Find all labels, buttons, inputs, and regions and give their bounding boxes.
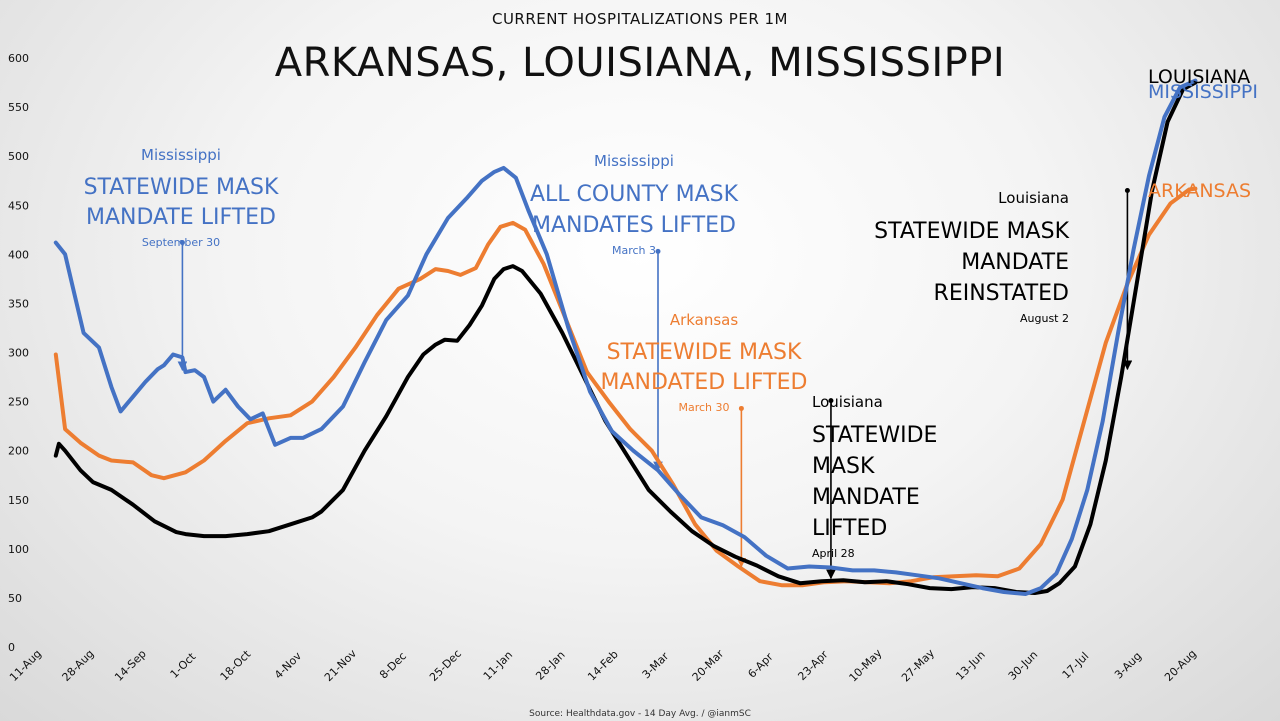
series-lines xyxy=(53,78,1198,596)
annotation-date: March 3 xyxy=(612,244,656,257)
annotation-text: MANDATED LIFTED xyxy=(601,370,808,395)
y-tick-label: 550 xyxy=(8,101,29,114)
y-tick-label: 0 xyxy=(8,641,15,654)
chart-title: ARKANSAS, LOUISIANA, MISSISSIPPI xyxy=(275,40,1005,86)
annotation-text: STATEWIDE xyxy=(812,423,937,448)
series-line-louisiana xyxy=(53,80,1198,595)
x-tick-label: 25-Dec xyxy=(427,647,464,684)
x-tick-label: 30-Jun xyxy=(1006,648,1041,683)
annotation-state: Arkansas xyxy=(670,311,739,329)
x-tick-label: 3-Mar xyxy=(640,649,672,681)
annotation-date: March 30 xyxy=(678,401,729,414)
annotation-text: MANDATE xyxy=(961,250,1069,275)
series-label-arkansas: ARKANSAS xyxy=(1148,180,1251,202)
y-tick-label: 150 xyxy=(8,494,29,507)
y-tick-label: 500 xyxy=(8,150,29,163)
x-axis: 11-Aug 28-Aug 14-Sep 1-Oct 18-Oct 4-Nov 21-Nov… xyxy=(7,646,1199,684)
annotation-state: Mississippi xyxy=(594,152,674,170)
annotation: Louisiana STATEWIDE MASK MANDATE REINSTATED… xyxy=(874,188,1133,371)
annotation: Mississippi ALL COUNTY MASK MANDATES LIFTE… xyxy=(530,152,739,472)
annotation-state: Louisiana xyxy=(812,393,883,411)
x-tick-label: 3-Aug xyxy=(1112,650,1144,682)
annotations: Mississippi STATEWIDE MASK MANDATE LIFTED S… xyxy=(84,146,1133,580)
x-tick-label: 27-May xyxy=(899,646,937,684)
annotation-state: Mississippi xyxy=(141,146,221,164)
y-tick-label: 250 xyxy=(8,396,29,409)
y-tick-label: 50 xyxy=(8,592,22,605)
y-tick-label: 350 xyxy=(8,297,29,310)
annotation-text: STATEWIDE MASK xyxy=(874,219,1069,244)
series-label-louisiana: LOUISIANA xyxy=(1148,66,1250,88)
x-tick-label: 14-Feb xyxy=(585,648,621,684)
y-tick-label: 400 xyxy=(8,248,29,261)
x-tick-label: 21-Nov xyxy=(322,647,359,684)
annotation-text: STATEWIDE MASK xyxy=(607,340,802,365)
x-tick-label: 17-Jul xyxy=(1060,650,1092,682)
annotation-text: LIFTED xyxy=(812,516,887,541)
chart-subtitle: CURRENT HOSPITALIZATIONS PER 1M xyxy=(492,10,788,28)
y-tick-label: 600 xyxy=(8,52,29,65)
annotation-text: REINSTATED xyxy=(934,281,1069,306)
x-tick-label: 10-May xyxy=(847,646,885,684)
annotation-text: MASK xyxy=(812,454,875,479)
y-axis: 0 50 100 150 200 250 300 350 400 450 500 550 600 xyxy=(8,52,29,654)
y-tick-label: 450 xyxy=(8,199,29,212)
y-tick-label: 300 xyxy=(8,347,29,360)
annotation-text: ALL COUNTY MASK xyxy=(530,182,739,207)
y-tick-label: 200 xyxy=(8,445,29,458)
y-tick-label: 100 xyxy=(8,543,29,556)
x-tick-label: 13-Jun xyxy=(953,648,988,683)
x-tick-label: 8-Dec xyxy=(377,650,409,682)
x-tick-label: 4-Nov xyxy=(272,649,304,681)
series-line-mississippi xyxy=(53,78,1198,596)
annotation-text: MANDATES LIFTED xyxy=(532,213,736,238)
x-tick-label: 28-Jan xyxy=(533,648,567,682)
annotation-text: STATEWIDE MASK xyxy=(84,175,279,200)
x-tick-label: 11-Jan xyxy=(481,648,515,682)
series-label-mississippi: MISSISSIPPI xyxy=(1148,81,1258,103)
x-tick-label: 14-Sep xyxy=(112,647,149,684)
x-tick-label: 20-Aug xyxy=(1162,647,1199,684)
x-tick-label: 18-Oct xyxy=(218,647,254,683)
annotation-text: MANDATE xyxy=(812,485,920,510)
source-note: Source: Healthdata.gov - 14 Day Avg. / @… xyxy=(529,709,751,719)
annotation: Louisiana STATEWIDE MASK MANDATE LIFTED April… xyxy=(812,393,937,580)
x-tick-label: 6-Apr xyxy=(745,650,776,681)
x-tick-label: 1-Oct xyxy=(168,650,199,681)
x-tick-label: 20-Mar xyxy=(690,647,727,684)
annotation-state: Louisiana xyxy=(998,189,1069,207)
x-tick-label: 28-Aug xyxy=(60,647,97,684)
annotation-date: April 28 xyxy=(812,547,855,560)
annotation: Arkansas STATEWIDE MASK MANDATED LIFTED Mar… xyxy=(601,311,808,568)
annotation-text: MANDATE LIFTED xyxy=(86,205,276,230)
x-tick-label: 23-Apr xyxy=(795,648,831,684)
annotation-date: August 2 xyxy=(1020,312,1069,325)
